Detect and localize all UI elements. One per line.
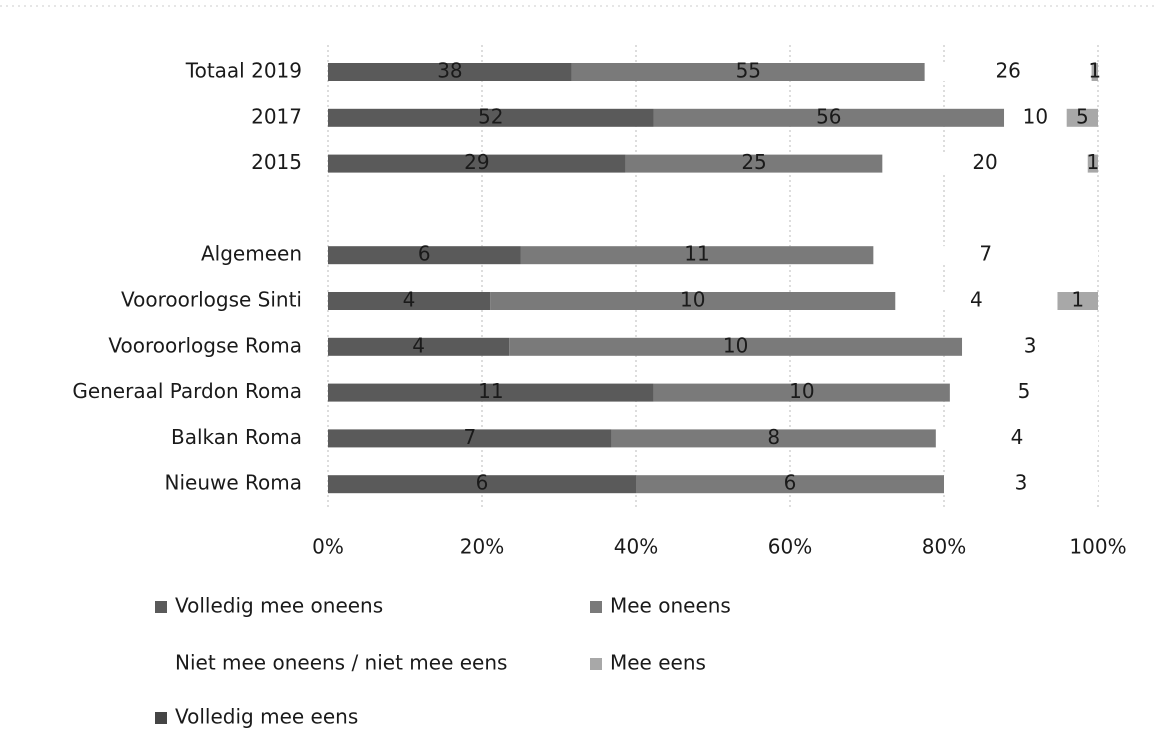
y-tick-label: Generaal Pardon Roma [72,379,302,403]
bar-segment [636,475,944,494]
bar-segment [611,429,936,448]
legend-swatch [155,658,167,670]
y-tick-label: Totaal 2019 [185,59,302,83]
bar-segment [328,292,491,310]
bar-segment [328,154,626,173]
x-tick-label: 0% [312,535,344,559]
bar-segment [1091,63,1098,81]
data-label: 7 [979,242,992,266]
data-label: 11 [684,242,709,266]
data-label: 3 [1024,333,1037,357]
bar-segment [895,292,1058,310]
y-tick-label: 2015 [251,150,302,174]
data-label: 7 [463,425,476,449]
bar-segment [653,108,1005,127]
bar-segment [509,337,963,356]
legend-swatch [155,601,167,613]
x-tick-label: 60% [768,535,812,559]
bar-segment [490,292,896,310]
data-label: 1 [1088,59,1101,83]
data-label: 52 [478,104,503,128]
data-label: 1 [1086,150,1099,174]
x-tick-label: 40% [614,535,658,559]
bar-segment [520,246,874,265]
bar-segment [873,246,1098,265]
bar-segment [571,63,925,81]
y-tick-label: Nieuwe Roma [165,471,303,495]
bar-segment [1087,154,1098,173]
y-tick-label: 2017 [251,104,302,128]
data-label: 4 [970,288,983,312]
legend-label: Niet mee oneens / niet mee eens [175,651,507,675]
bar-segment [328,246,521,265]
bar-segment [328,108,654,127]
data-label: 5 [1018,379,1031,403]
y-tick-label: Vooroorlogse Roma [108,333,302,357]
bar-segment [1057,292,1098,310]
legend-label: Mee oneens [610,594,731,618]
bar-segment [924,63,1092,81]
y-tick-label: Vooroorlogse Sinti [121,288,302,312]
data-label: 8 [767,425,780,449]
legend-swatch [590,658,602,670]
bar-segment [882,154,1088,173]
data-label: 55 [736,59,761,83]
data-label: 6 [476,471,489,495]
x-tick-label: 100% [1069,535,1126,559]
data-label: 20 [972,150,997,174]
data-label: 6 [784,471,797,495]
data-label: 29 [464,150,489,174]
x-tick-label: 20% [460,535,504,559]
data-label: 26 [995,59,1020,83]
legend-swatch [155,712,167,724]
bar-segment [328,429,612,448]
x-tick-label: 80% [922,535,966,559]
legend-swatch [590,601,602,613]
bar-segment [328,63,572,81]
data-label: 4 [1011,425,1024,449]
data-label: 10 [680,288,705,312]
y-tick-label: Balkan Roma [171,425,302,449]
bar-segment [328,475,636,494]
legend-label: Mee eens [610,651,706,675]
data-label: 25 [741,150,766,174]
bar-segment [949,383,1098,402]
bar-segment [1066,108,1098,127]
data-label: 10 [789,379,814,403]
bar-segment [625,154,883,173]
bar-segment [962,337,1098,356]
data-label: 4 [403,288,416,312]
bar-segment [935,429,1098,448]
bar-segment [653,383,950,402]
bar-segment [328,337,510,356]
data-label: 6 [418,242,431,266]
legend-label: Volledig mee oneens [175,594,383,618]
data-label: 10 [723,333,748,357]
data-label: 3 [1015,471,1028,495]
y-tick-label: Algemeen [201,242,302,266]
data-label: 5 [1076,104,1089,128]
legend-label: Volledig mee eens [175,705,358,729]
bar-segment [944,475,1098,494]
data-label: 1 [1071,288,1084,312]
bar-segment [1004,108,1067,127]
data-label: 38 [437,59,462,83]
data-label: 10 [1023,104,1048,128]
bar-segment [328,383,654,402]
data-label: 4 [412,333,425,357]
data-label: 56 [816,104,841,128]
data-label: 11 [478,379,503,403]
